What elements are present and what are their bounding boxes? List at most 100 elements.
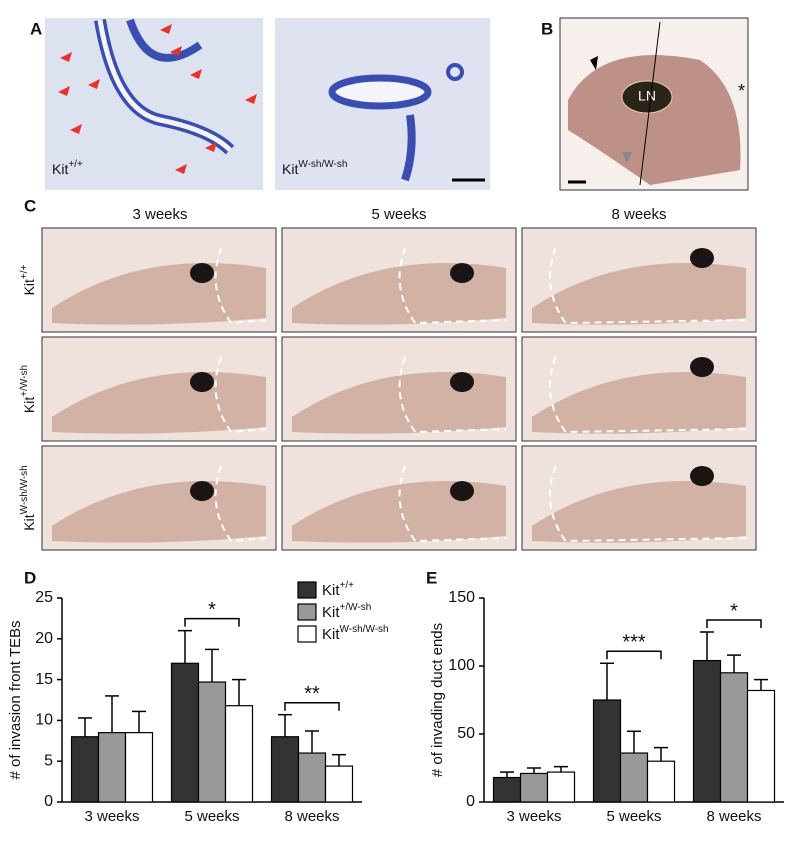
legend-label: Kit+/W-sh: [322, 602, 371, 621]
marker: *: [738, 81, 745, 101]
significance-bracket: [706, 619, 762, 628]
significance-bracket: [284, 701, 340, 711]
fat-pad: [532, 481, 746, 543]
bar: [492, 776, 522, 803]
invasion-front: [549, 356, 747, 434]
bar: [270, 736, 300, 803]
node-label: LN: [638, 88, 656, 104]
panel-label: A: [30, 19, 42, 38]
bar: [324, 765, 354, 803]
x-tick-label: 5 weeks: [184, 808, 239, 825]
y-tick-label: 10: [35, 712, 53, 729]
duct: [126, 18, 203, 62]
bar: [124, 732, 154, 803]
y-tick-label: 0: [44, 793, 53, 810]
legend-name: Kit: [322, 626, 340, 643]
genotype-base: Kit: [21, 397, 37, 413]
significance-label: *: [730, 600, 738, 622]
panel-label: D: [24, 568, 36, 587]
genotype-label: Kit+/+: [52, 159, 83, 177]
legend-swatch: [297, 581, 317, 599]
row-label: Kit+/W-sh: [19, 365, 37, 413]
significance-label: *: [208, 599, 216, 621]
genotype-sup: +/+: [19, 264, 30, 279]
legend-name: Kit: [322, 604, 340, 621]
y-tick-label: 5: [44, 752, 53, 769]
invasion-front: [549, 247, 747, 325]
guide-line: [639, 21, 661, 186]
duct: [328, 74, 432, 110]
genotype-sup: W-sh/W-sh: [19, 465, 30, 514]
panel-label: E: [426, 568, 437, 587]
row-label: Kit+/+: [19, 264, 37, 295]
invasion-front: [398, 465, 507, 543]
legend-label: Kit+/+: [322, 580, 354, 599]
lymph-node: [690, 248, 714, 268]
y-tick-label: 20: [35, 630, 53, 647]
genotype-base: Kit: [21, 514, 37, 530]
wholemount-grid: [41, 227, 757, 551]
column-header: 8 weeks: [611, 206, 666, 223]
lymph-node: [621, 80, 673, 114]
legend-sup: +/+: [340, 580, 355, 591]
column-header: 3 weeks: [132, 206, 187, 223]
bar: [619, 752, 649, 803]
x-tick-label: 8 weeks: [284, 808, 339, 825]
legend-sup: W-sh/W-sh: [340, 624, 389, 635]
significance-bracket: [606, 650, 662, 660]
panel-label: B: [541, 19, 553, 38]
invasion-front: [398, 356, 507, 434]
bar: [692, 659, 722, 803]
duct-lumen: [97, 19, 232, 152]
legend-name: Kit: [322, 582, 340, 599]
lymph-node: [450, 481, 474, 501]
x-tick-label: 3 weeks: [84, 808, 139, 825]
x-tick-label: 8 weeks: [706, 808, 761, 825]
duct: [446, 63, 464, 81]
lymph-node: [190, 263, 214, 283]
y-tick-label: 15: [35, 671, 53, 688]
invasion-front: [214, 247, 267, 325]
bar: [170, 662, 200, 803]
genotype-sup: +/W-sh: [19, 365, 30, 397]
panel-label: C: [24, 196, 36, 215]
bar: [719, 672, 749, 803]
significance-bracket: [184, 617, 240, 627]
bar: [70, 736, 100, 803]
genotype-base: Kit: [282, 161, 298, 177]
legend-swatch: [297, 603, 317, 621]
bar: [197, 681, 227, 803]
gland: [568, 55, 741, 185]
genotype-label: KitW-sh/W-sh: [282, 159, 347, 177]
genotype-sup: +/+: [68, 159, 83, 170]
legend-swatch: [297, 625, 317, 643]
bar: [297, 752, 327, 803]
x-tick-label: 3 weeks: [506, 808, 561, 825]
lymph-node: [450, 372, 474, 392]
y-axis-label: # of invasion front TEBs: [7, 621, 24, 780]
significance-label: ***: [622, 632, 646, 654]
arrowhead: [590, 56, 598, 70]
y-tick-label: 150: [448, 589, 475, 606]
fat-pad: [532, 263, 746, 325]
bar: [224, 705, 254, 803]
row-label: KitW-sh/W-sh: [19, 465, 37, 530]
y-tick-label: 0: [466, 793, 475, 810]
bar: [97, 732, 127, 803]
lymph-node: [190, 372, 214, 392]
arrowhead: [622, 152, 632, 164]
genotype-base: Kit: [21, 279, 37, 295]
lymph-node: [190, 481, 214, 501]
invasion-front: [214, 465, 267, 543]
fat-pad: [52, 481, 266, 543]
bar: [646, 760, 676, 803]
legend-sup: +/W-sh: [340, 602, 372, 613]
column-header: 5 weeks: [371, 206, 426, 223]
invasion-front: [549, 465, 747, 543]
invasion-front: [214, 356, 267, 434]
bar: [592, 699, 622, 803]
y-tick-label: 50: [457, 725, 475, 742]
fat-pad: [52, 263, 266, 325]
duct: [401, 114, 416, 182]
